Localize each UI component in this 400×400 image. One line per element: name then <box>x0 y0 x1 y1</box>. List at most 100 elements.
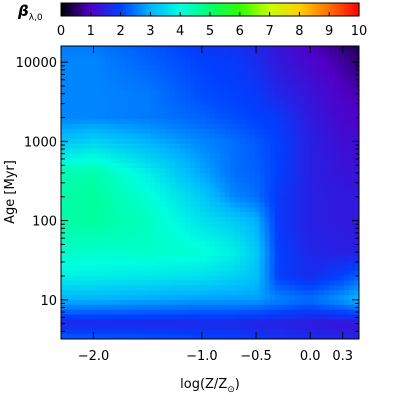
heatmap-cell <box>219 89 226 96</box>
heatmap-cell <box>180 89 186 96</box>
colorbar-segment <box>73 3 77 16</box>
heatmap-cell <box>200 197 206 203</box>
colorbar-segment <box>279 3 283 16</box>
heatmap-cell <box>294 319 300 325</box>
heatmap-cell <box>259 212 266 218</box>
heatmap-cell <box>354 109 360 115</box>
heatmap-cell <box>120 129 127 135</box>
heatmap-cell <box>269 334 276 340</box>
heatmap-cell <box>234 255 241 262</box>
heatmap-cell <box>180 251 186 257</box>
heatmap-cell <box>309 109 315 115</box>
heatmap-cell <box>339 226 345 233</box>
heatmap-cell <box>65 202 72 208</box>
heatmap-cell <box>264 119 271 125</box>
heatmap-cell <box>244 153 251 159</box>
heatmap-cell <box>239 285 246 291</box>
heatmap-cell <box>259 314 266 320</box>
heatmap-cell <box>90 216 97 223</box>
heatmap-cell <box>354 80 360 86</box>
heatmap-cell <box>284 216 290 223</box>
heatmap-cell <box>324 114 330 120</box>
heatmap-cell <box>85 99 92 106</box>
heatmap-cell <box>135 309 141 316</box>
heatmap-cell <box>150 197 156 203</box>
heatmap-cell <box>349 70 355 76</box>
heatmap-cell <box>279 75 285 81</box>
heatmap-cell <box>249 172 256 179</box>
heatmap-cell <box>349 197 355 203</box>
heatmap-cell <box>354 168 360 174</box>
heatmap-cell <box>334 109 340 115</box>
heatmap-cell <box>125 143 132 150</box>
heatmap-cell <box>354 255 360 262</box>
heatmap-cell <box>155 133 161 140</box>
heatmap-cell <box>100 55 107 62</box>
heatmap-cell <box>210 182 216 189</box>
heatmap-cell <box>214 236 221 242</box>
heatmap-cell <box>160 60 166 67</box>
heatmap-cell <box>349 153 355 159</box>
heatmap-cell <box>155 109 161 115</box>
heatmap-cell <box>140 270 146 277</box>
heatmap-cell <box>110 158 117 164</box>
heatmap-cell <box>304 143 310 150</box>
heatmap-cell <box>269 109 276 115</box>
heatmap-cell <box>125 334 132 340</box>
heatmap-cell <box>61 124 67 130</box>
heatmap-cell <box>120 212 127 218</box>
heatmap-cell <box>90 60 97 67</box>
heatmap-cell <box>100 85 107 91</box>
heatmap-cell <box>135 109 141 115</box>
heatmap-cell <box>205 304 211 311</box>
heatmap-cell <box>279 216 285 223</box>
heatmap-cell <box>219 148 226 154</box>
heatmap-cell <box>110 129 117 135</box>
heatmap-cell <box>249 187 256 193</box>
colorbar-segment <box>291 3 296 16</box>
heatmap-cell <box>150 163 156 169</box>
heatmap-cell <box>125 138 132 145</box>
heatmap-cell <box>334 265 340 272</box>
heatmap-cell <box>214 119 221 125</box>
heatmap-cell <box>85 138 92 145</box>
heatmap-cell <box>229 138 236 145</box>
heatmap-cell <box>219 99 226 106</box>
heatmap-cell <box>349 158 355 164</box>
heatmap-cell <box>190 314 196 320</box>
heatmap-cell <box>140 324 146 330</box>
heatmap-cell <box>314 270 320 277</box>
heatmap-cell <box>334 148 340 154</box>
colorbar-segment <box>95 3 99 16</box>
heatmap-cell <box>224 109 231 115</box>
heatmap-cell <box>264 158 271 164</box>
heatmap-cell <box>229 124 236 130</box>
heatmap-cell <box>110 138 117 145</box>
heatmap-cell <box>170 275 176 281</box>
heatmap-cell <box>80 280 87 286</box>
heatmap-cell <box>200 138 206 145</box>
heatmap-cell <box>170 290 176 296</box>
heatmap-cell <box>135 324 141 330</box>
heatmap-cell <box>140 109 146 115</box>
heatmap-cell <box>324 148 330 154</box>
heatmap-cell <box>284 236 290 242</box>
heatmap-cell <box>95 65 102 71</box>
heatmap-cell <box>269 80 276 86</box>
heatmap-cell <box>185 119 191 125</box>
heatmap-cell <box>319 290 325 296</box>
heatmap-cell <box>70 280 77 286</box>
colorbar-segment <box>150 3 154 16</box>
heatmap-cell <box>274 265 281 272</box>
heatmap-cell <box>324 60 330 67</box>
heatmap-cell <box>239 280 246 286</box>
heatmap-cell <box>224 46 231 52</box>
heatmap-cell <box>110 133 117 140</box>
heatmap-cell <box>90 246 97 252</box>
heatmap-cell <box>259 143 266 150</box>
heatmap-cell <box>110 309 117 316</box>
heatmap-cell <box>155 158 161 164</box>
heatmap-cell <box>180 270 186 277</box>
heatmap-cell <box>259 207 266 213</box>
heatmap-cell <box>65 85 72 91</box>
